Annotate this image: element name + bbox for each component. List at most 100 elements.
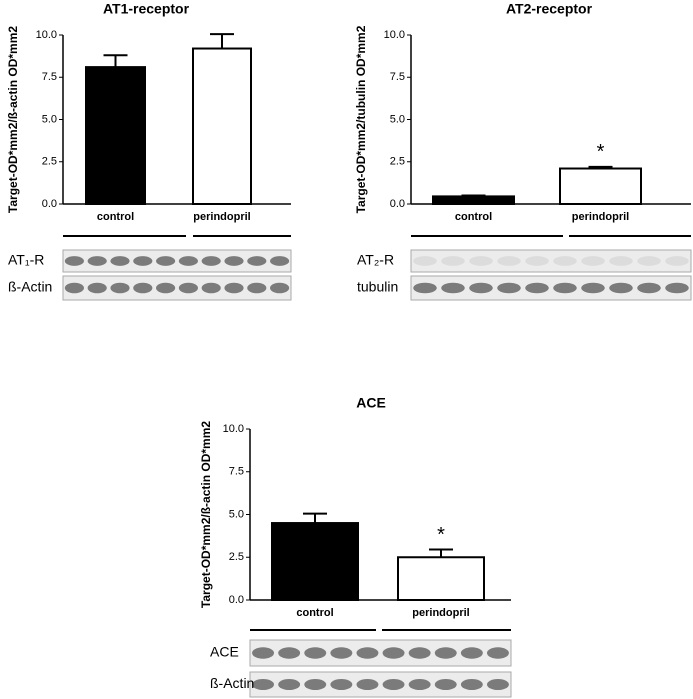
blot-label: ß-Actin [210, 675, 254, 691]
blot-label: AT₁-R [8, 252, 44, 268]
y-axis-label: Target-OD*mm2/ß-actin OD*mm2 [6, 26, 20, 213]
blot-band [278, 679, 301, 690]
blot-band [224, 282, 244, 294]
blot-band [156, 256, 176, 266]
x-tick-label: perindopril [193, 211, 250, 223]
bar [85, 66, 146, 205]
blot-band [460, 647, 483, 659]
bar [397, 556, 485, 601]
blot-band [133, 256, 153, 266]
x-tick-label: control [97, 211, 134, 223]
blot-band [609, 256, 633, 266]
blot-band [382, 679, 405, 690]
blot-band [525, 256, 549, 266]
blot-band [382, 647, 405, 659]
blot-band [356, 647, 379, 659]
blot-band [270, 256, 290, 266]
x-tick-label: perindopril [412, 607, 469, 619]
blot-band [408, 679, 431, 690]
blot-band [408, 647, 431, 659]
blot-band [201, 282, 221, 294]
y-tick-label: 7.5 [390, 71, 405, 83]
y-axis-label: Target-OD*mm2/tubulin OD*mm2 [354, 25, 368, 213]
blot-label: ACE [210, 644, 239, 660]
y-tick-label: 0.0 [390, 198, 405, 210]
blot-label: AT₂-R [357, 252, 394, 268]
y-tick-label: 0.0 [42, 198, 57, 210]
blot-band [278, 647, 301, 659]
chart-title: ACE [356, 395, 386, 411]
blot-band [247, 282, 267, 294]
blot-band [330, 679, 353, 690]
blot-band [356, 679, 379, 690]
blot-band [553, 282, 577, 294]
blot-band [434, 647, 457, 659]
chart-title: AT1-receptor [103, 1, 190, 17]
significance-marker: * [597, 141, 605, 163]
bar [432, 195, 515, 206]
blot-strip [62, 249, 292, 273]
blot-band [553, 256, 577, 266]
bar [559, 167, 642, 205]
y-tick-label: 2.5 [229, 551, 244, 563]
y-tick-label: 7.5 [229, 466, 244, 478]
blot-band [110, 256, 130, 266]
y-axis-label: Target-OD*mm2/ß-actin OD*mm2 [199, 421, 213, 608]
y-tick-label: 5.0 [390, 113, 405, 125]
blot-band [224, 256, 244, 266]
y-tick-label: 2.5 [42, 156, 57, 168]
blot-band [413, 282, 437, 294]
blot-band [156, 282, 176, 294]
blot-band [637, 282, 661, 294]
blot-band [486, 679, 509, 690]
blot-band [133, 282, 153, 294]
blot-band [497, 256, 521, 266]
blot-band [64, 256, 84, 266]
blot-band [434, 679, 457, 690]
blot-band [665, 256, 689, 266]
blot-band [178, 282, 198, 294]
blot-band [441, 256, 465, 266]
blot-strip [410, 249, 692, 273]
y-tick-label: 10.0 [36, 29, 57, 41]
blot-label: tubulin [357, 279, 398, 295]
blot-band [87, 256, 107, 266]
x-tick-label: control [455, 211, 492, 223]
blot-band [469, 256, 493, 266]
blot-band [609, 282, 633, 294]
bar [271, 522, 359, 601]
blot-band [87, 282, 107, 294]
blot-band [270, 282, 290, 294]
blot-band [581, 282, 605, 294]
chart-title: AT2-receptor [506, 1, 593, 17]
blot-band [581, 256, 605, 266]
blot-band [637, 256, 661, 266]
blot-band [304, 679, 327, 690]
blot-band [525, 282, 549, 294]
y-tick-label: 0.0 [229, 594, 244, 606]
blot-band [304, 647, 327, 659]
blot-band [665, 282, 689, 294]
y-tick-label: 2.5 [390, 156, 405, 168]
blot-band [330, 647, 353, 659]
significance-marker: * [437, 524, 445, 546]
y-tick-label: 10.0 [223, 423, 244, 435]
blot-band [252, 647, 275, 659]
blot-band [247, 256, 267, 266]
blot-band [110, 282, 130, 294]
blot-band [201, 256, 221, 266]
blot-band [64, 282, 84, 294]
blot-band [497, 282, 521, 294]
y-tick-label: 10.0 [384, 29, 405, 41]
blot-band [441, 282, 465, 294]
bar [192, 47, 252, 205]
blot-band [178, 256, 198, 266]
x-tick-label: control [296, 607, 333, 619]
blot-band [469, 282, 493, 294]
x-tick-label: perindopril [572, 211, 629, 223]
blot-band [486, 647, 509, 659]
y-tick-label: 5.0 [229, 508, 244, 520]
blot-label: ß-Actin [8, 279, 52, 295]
blot-band [252, 679, 275, 690]
